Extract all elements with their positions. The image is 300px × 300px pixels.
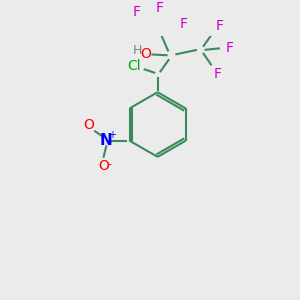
Text: O: O [83, 118, 94, 132]
Text: F: F [214, 68, 222, 82]
Text: O: O [141, 47, 152, 61]
Text: F: F [180, 17, 188, 32]
Text: F: F [225, 41, 233, 55]
Text: F: F [215, 19, 223, 33]
Text: O: O [98, 159, 109, 173]
Text: Cl: Cl [128, 59, 141, 73]
Text: +: + [108, 130, 116, 140]
Text: -: - [108, 159, 112, 169]
Text: H: H [133, 44, 142, 57]
Text: F: F [156, 1, 164, 15]
Text: N: N [100, 133, 113, 148]
Text: F: F [133, 5, 141, 19]
